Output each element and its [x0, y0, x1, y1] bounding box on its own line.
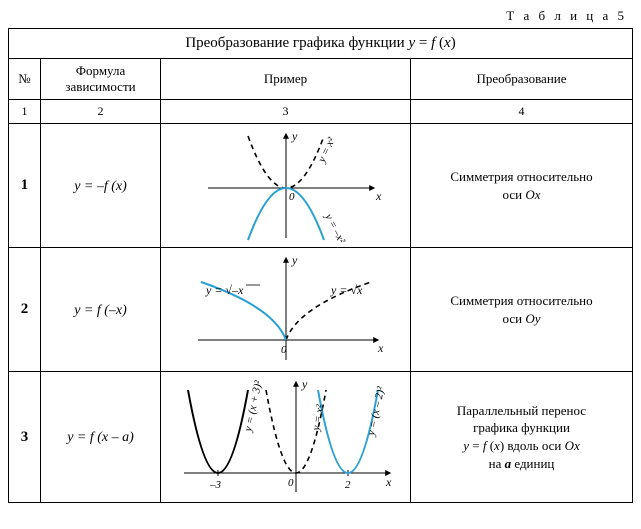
svg-text:y = (x – 2)²: y = (x – 2)² [364, 385, 386, 438]
svg-text:x: x [377, 341, 384, 355]
colnum-3: 3 [161, 100, 411, 124]
svg-text:x: x [375, 189, 382, 203]
svg-text:y: y [301, 377, 308, 391]
row-desc: Симметрия относительно оси Ox [411, 124, 633, 248]
row-formula: y = f (x – a) [41, 372, 161, 503]
svg-text:y = x²: y = x² [309, 403, 326, 432]
svg-text:0: 0 [288, 477, 294, 489]
header-transform: Преобразование [411, 59, 633, 100]
desc-line: Симметрия относительно [450, 169, 592, 184]
colnum-1: 1 [9, 100, 41, 124]
header-formula: Формула зависимости [41, 59, 161, 100]
row-desc: Симметрия относительно оси Oy [411, 248, 633, 372]
colnum-2: 2 [41, 100, 161, 124]
svg-text:2: 2 [345, 479, 351, 491]
svg-text:y = –x²: y = –x² [321, 211, 347, 243]
desc-line: графика функции [473, 420, 570, 435]
header-example: Пример [161, 59, 411, 100]
table-row: 3 y = f (x – a) x y 0 –3 [9, 372, 633, 503]
svg-text:y: y [291, 253, 298, 267]
svg-text:x: x [385, 475, 392, 489]
svg-text:0: 0 [289, 191, 295, 203]
row-num: 3 [9, 372, 41, 503]
svg-text:y = √–x: y = √–x [205, 283, 244, 297]
header-row: № Формула зависимости Пример Преобразова… [9, 59, 633, 100]
desc-line: оси Ox [503, 187, 541, 202]
row-num: 1 [9, 124, 41, 248]
row-example: x y 0 y = x² y = –x² [161, 124, 411, 248]
table-caption: Т а б л и ц а 5 [8, 8, 633, 24]
row-example: x y 0 y = √x y = √–x [161, 248, 411, 372]
colnum-4: 4 [411, 100, 633, 124]
row-desc: Параллельный перенос графика функции y =… [411, 372, 633, 503]
title-row: Преобразование графика функции y = f (x)… [9, 29, 633, 59]
desc-line: на a единиц [489, 456, 555, 471]
table-row: 1 y = –f (x) x y 0 [9, 124, 633, 248]
row-example: x y 0 –3 2 y = (x + 3)² y = x² y = (x – … [161, 372, 411, 503]
svg-text:y = √x: y = √x [330, 283, 363, 297]
desc-line: Симметрия относительно [450, 293, 592, 308]
svg-text:–3: –3 [209, 479, 222, 491]
svg-text:y: y [291, 129, 298, 143]
svg-text:0: 0 [281, 344, 287, 356]
chart-2: x y 0 y = √x y = √–x [186, 252, 386, 367]
desc-line: оси Oy [503, 311, 541, 326]
transform-table: Преобразование графика функции y = f (x)… [8, 28, 633, 503]
chart-1: x y 0 y = x² y = –x² [186, 128, 386, 243]
header-num: № [9, 59, 41, 100]
desc-line: y = f (x) вдоль оси Ox [463, 438, 580, 453]
row-formula: y = –f (x) [41, 124, 161, 248]
desc-line: Параллельный перенос [457, 403, 586, 418]
table-title: Преобразование графика функции y = f (x)… [9, 29, 633, 59]
row-formula: y = f (–x) [41, 248, 161, 372]
chart-3: x y 0 –3 2 y = (x + 3)² y = x² y = (x – … [176, 376, 396, 498]
title-text: Преобразование графика функции y = f (x) [185, 35, 455, 51]
colnum-row: 1 2 3 4 [9, 100, 633, 124]
table-row: 2 y = f (–x) x y 0 y = √x [9, 248, 633, 372]
row-num: 2 [9, 248, 41, 372]
